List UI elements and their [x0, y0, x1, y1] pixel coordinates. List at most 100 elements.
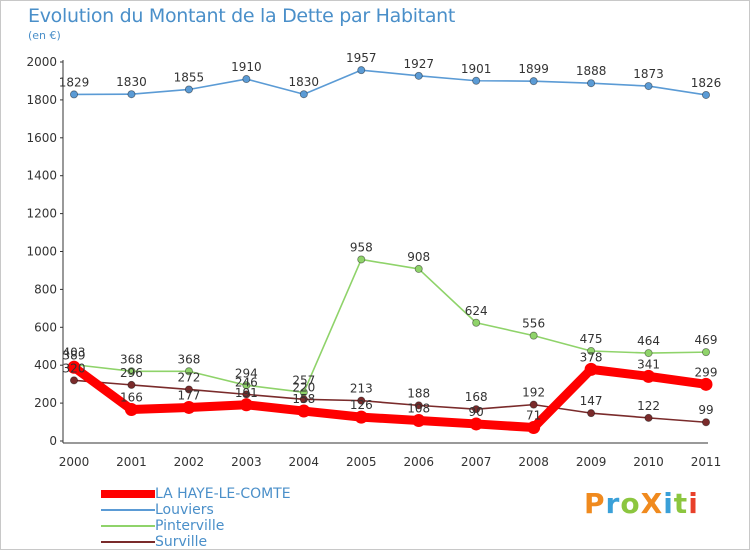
data-label: 1829 [59, 75, 90, 89]
x-tick-label: 2004 [289, 455, 320, 469]
data-label: 1910 [231, 60, 262, 74]
data-label: 1873 [633, 67, 664, 81]
data-point [297, 404, 311, 418]
legend-swatch [101, 509, 155, 511]
data-label: 469 [695, 333, 718, 347]
data-point [299, 395, 308, 404]
data-point [357, 396, 366, 405]
data-point [242, 75, 251, 84]
data-point [184, 385, 193, 394]
data-label: 908 [407, 250, 430, 264]
logo-letter: i [688, 487, 699, 520]
y-tick-label: 1000 [26, 245, 57, 259]
data-point [587, 409, 596, 418]
data-point [242, 381, 251, 390]
data-point [472, 405, 481, 414]
data-label: 90 [469, 405, 484, 419]
x-tick-label: 2006 [403, 455, 434, 469]
logo-letter: i [663, 487, 674, 520]
data-label: 556 [522, 317, 545, 331]
data-point [414, 71, 423, 80]
data-label: 220 [292, 380, 315, 394]
data-label: 71 [526, 409, 541, 423]
data-label: 1830 [289, 75, 320, 89]
data-point [184, 367, 193, 376]
x-tick-label: 2001 [116, 455, 147, 469]
data-label: 1888 [576, 64, 607, 78]
series-line-surville [73, 379, 707, 424]
data-label: 1899 [518, 62, 549, 76]
data-point [529, 77, 538, 86]
data-point [242, 390, 251, 399]
chart-unit-label: (en €) [28, 29, 61, 42]
data-label: 246 [235, 375, 258, 389]
logo-letter: t [673, 487, 689, 520]
data-label: 296 [120, 366, 143, 380]
data-point [299, 90, 308, 99]
data-label: 389 [63, 348, 86, 362]
logo-letter: P [584, 487, 606, 520]
y-tick-label: 1200 [26, 207, 57, 221]
data-point [584, 362, 598, 376]
data-label: 166 [120, 391, 143, 405]
data-label: 188 [407, 386, 430, 400]
data-point [414, 264, 423, 273]
data-point [239, 398, 253, 412]
x-tick-label: 2007 [461, 455, 492, 469]
data-label: 1826 [691, 76, 722, 90]
data-point [529, 400, 538, 409]
data-point [127, 367, 136, 376]
data-point [529, 331, 538, 340]
data-point [472, 76, 481, 85]
data-point [702, 418, 711, 427]
data-point [702, 90, 711, 99]
y-tick-label: 400 [34, 358, 57, 372]
legend-label: Louviers [155, 502, 214, 518]
data-point [587, 346, 596, 355]
data-label: 191 [235, 386, 258, 400]
data-point [357, 255, 366, 264]
data-point [182, 400, 196, 414]
data-label: 192 [522, 386, 545, 400]
data-label: 147 [580, 394, 603, 408]
data-label: 126 [350, 398, 373, 412]
data-point [70, 90, 79, 99]
legend-label: LA HAYE-LE-COMTE [155, 486, 291, 502]
data-point [644, 413, 653, 422]
data-label: 368 [177, 352, 200, 366]
logo-letter: r [605, 487, 621, 520]
x-tick-label: 2009 [576, 455, 607, 469]
x-tick-label: 2010 [633, 455, 664, 469]
y-tick-label: 800 [34, 282, 57, 296]
data-label: 122 [637, 399, 660, 413]
logo-letter: X [640, 487, 664, 520]
x-tick-label: 2000 [59, 455, 90, 469]
data-point [469, 417, 483, 431]
data-label: 99 [698, 403, 713, 417]
y-tick-label: 1600 [26, 131, 57, 145]
legend-swatch [101, 541, 155, 543]
x-tick-label: 2005 [346, 455, 377, 469]
y-tick-label: 1400 [26, 169, 57, 183]
data-point [127, 90, 136, 99]
data-label: 108 [407, 402, 430, 416]
data-label: 958 [350, 240, 373, 254]
y-tick-label: 200 [34, 396, 57, 410]
x-tick-label: 2003 [231, 455, 262, 469]
data-point [587, 79, 596, 88]
data-label: 177 [177, 388, 200, 402]
legend-swatch [101, 490, 155, 498]
data-label: 475 [580, 332, 603, 346]
data-point [70, 376, 79, 385]
data-point [414, 401, 423, 410]
data-point [644, 82, 653, 91]
data-label: 158 [292, 392, 315, 406]
data-point [699, 377, 713, 391]
data-label: 464 [637, 334, 660, 348]
data-label: 624 [465, 304, 488, 318]
data-point [644, 349, 653, 358]
data-label: 299 [695, 365, 718, 379]
series-line-louviers [73, 69, 707, 96]
